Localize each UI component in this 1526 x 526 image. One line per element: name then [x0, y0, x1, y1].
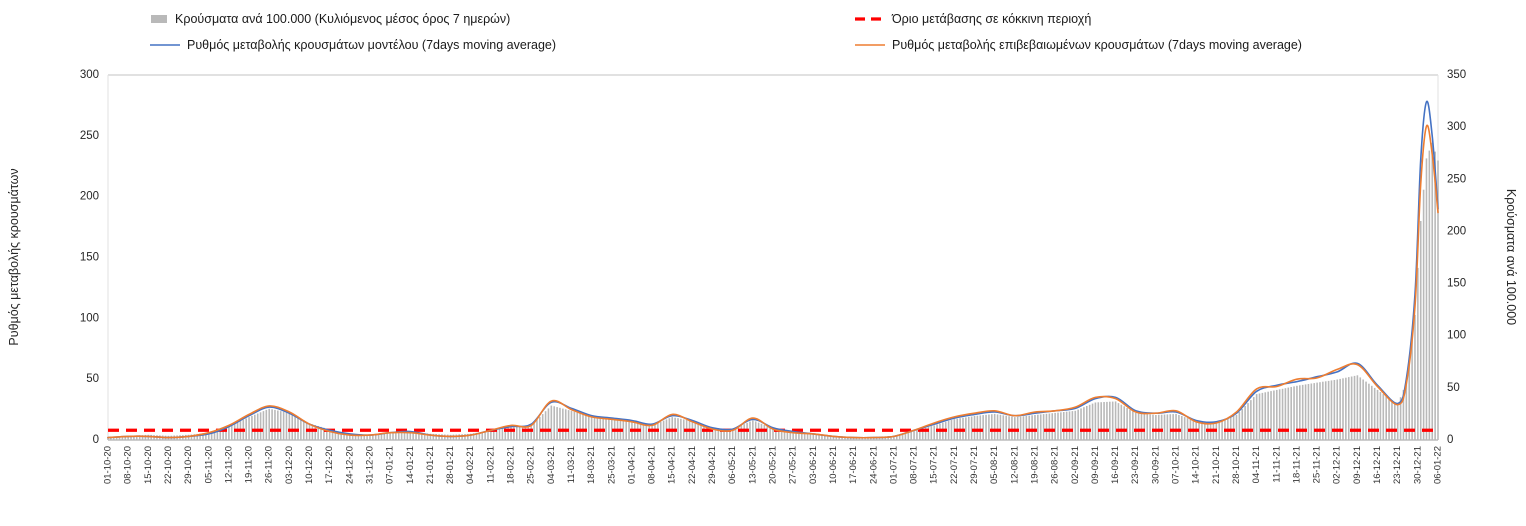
svg-text:26-11-20: 26-11-20 [264, 446, 275, 483]
svg-text:02-12-21: 02-12-21 [1332, 446, 1343, 484]
svg-text:11-03-21: 11-03-21 [566, 446, 577, 483]
legend-item-confirmed-rate: Ρυθμός μεταβολής επιβεβαιωμένων κρουσμάτ… [855, 38, 1302, 52]
svg-text:19-11-20: 19-11-20 [244, 446, 255, 483]
svg-text:22-04-21: 22-04-21 [687, 446, 698, 484]
svg-text:06-05-21: 06-05-21 [727, 446, 738, 484]
svg-text:17-12-20: 17-12-20 [324, 446, 335, 484]
svg-text:15-04-21: 15-04-21 [667, 446, 678, 484]
svg-text:01-10-20: 01-10-20 [103, 446, 114, 484]
svg-text:13-05-21: 13-05-21 [747, 446, 758, 484]
dashed-line-swatch-icon [855, 17, 885, 21]
legend-label-cases-per-100k: Κρούσματα ανά 100.000 (Κυλιόμενος μέσος … [175, 12, 511, 26]
svg-text:01-04-21: 01-04-21 [626, 446, 637, 484]
svg-text:10-12-20: 10-12-20 [304, 446, 315, 484]
svg-text:04-02-21: 04-02-21 [465, 446, 476, 484]
svg-text:28-01-21: 28-01-21 [445, 446, 456, 484]
legend-item-model-rate: Ρυθμός μεταβολής κρουσμάτων μοντέλου (7d… [150, 38, 556, 52]
svg-text:0: 0 [1447, 434, 1453, 446]
svg-text:30-12-21: 30-12-21 [1412, 446, 1423, 484]
svg-text:02-09-21: 02-09-21 [1070, 446, 1081, 484]
svg-text:07-01-21: 07-01-21 [385, 446, 396, 484]
svg-text:15-10-20: 15-10-20 [143, 446, 154, 484]
svg-text:200: 200 [1447, 225, 1466, 237]
svg-text:21-10-21: 21-10-21 [1211, 446, 1222, 484]
svg-text:19-08-21: 19-08-21 [1029, 446, 1040, 484]
svg-text:250: 250 [80, 130, 99, 142]
svg-text:100: 100 [1447, 330, 1466, 342]
svg-text:14-10-21: 14-10-21 [1191, 446, 1202, 484]
bar-swatch-icon [151, 15, 167, 23]
svg-text:26-08-21: 26-08-21 [1050, 446, 1061, 484]
svg-text:06-01-22: 06-01-22 [1433, 446, 1444, 484]
svg-text:04-03-21: 04-03-21 [546, 446, 557, 484]
svg-text:300: 300 [80, 69, 99, 81]
blue-line-swatch-icon [150, 44, 180, 46]
svg-text:05-11-20: 05-11-20 [203, 446, 214, 483]
svg-text:18-11-21: 18-11-21 [1291, 446, 1302, 483]
svg-text:150: 150 [80, 252, 99, 264]
svg-text:30-09-21: 30-09-21 [1150, 446, 1161, 484]
svg-text:03-06-21: 03-06-21 [808, 446, 819, 484]
svg-text:18-03-21: 18-03-21 [586, 446, 597, 484]
svg-text:0: 0 [93, 434, 99, 446]
svg-text:29-04-21: 29-04-21 [707, 446, 718, 484]
svg-text:15-07-21: 15-07-21 [929, 446, 940, 484]
svg-text:50: 50 [1447, 382, 1460, 394]
svg-text:09-12-21: 09-12-21 [1352, 446, 1363, 484]
svg-text:31-12-20: 31-12-20 [364, 446, 375, 484]
svg-text:05-08-21: 05-08-21 [989, 446, 1000, 484]
svg-text:11-11-21: 11-11-21 [1271, 446, 1282, 483]
legend-item-red-threshold: Όριο μετάβασης σε κόκκινη περιοχή [855, 12, 1091, 26]
svg-text:150: 150 [1447, 278, 1466, 290]
svg-text:08-04-21: 08-04-21 [647, 446, 658, 484]
svg-text:20-05-21: 20-05-21 [768, 446, 779, 484]
svg-text:350: 350 [1447, 69, 1466, 81]
svg-text:11-02-21: 11-02-21 [485, 446, 496, 483]
svg-text:28-10-21: 28-10-21 [1231, 446, 1242, 484]
svg-text:23-09-21: 23-09-21 [1130, 446, 1141, 484]
svg-text:12-11-20: 12-11-20 [223, 446, 234, 483]
svg-text:03-12-20: 03-12-20 [284, 446, 295, 484]
svg-text:16-09-21: 16-09-21 [1110, 446, 1121, 484]
svg-text:21-01-21: 21-01-21 [425, 446, 436, 484]
svg-text:22-07-21: 22-07-21 [949, 446, 960, 484]
svg-text:27-05-21: 27-05-21 [788, 446, 799, 484]
legend-label-model-rate: Ρυθμός μεταβολής κρουσμάτων μοντέλου (7d… [187, 38, 557, 52]
svg-text:200: 200 [80, 191, 99, 203]
svg-text:300: 300 [1447, 121, 1466, 133]
legend-label-confirmed-rate: Ρυθμός μεταβολής επιβεβαιωμένων κρουσμάτ… [892, 38, 1302, 52]
svg-text:12-08-21: 12-08-21 [1009, 446, 1020, 484]
svg-text:25-02-21: 25-02-21 [526, 446, 537, 484]
svg-text:24-06-21: 24-06-21 [868, 446, 879, 484]
svg-text:25-11-21: 25-11-21 [1312, 446, 1323, 483]
svg-text:14-01-21: 14-01-21 [405, 446, 416, 484]
svg-text:08-07-21: 08-07-21 [909, 446, 920, 484]
svg-text:25-03-21: 25-03-21 [606, 446, 617, 484]
svg-text:08-10-20: 08-10-20 [123, 446, 134, 484]
svg-text:16-12-21: 16-12-21 [1372, 446, 1383, 484]
svg-text:18-02-21: 18-02-21 [506, 446, 517, 484]
svg-text:17-06-21: 17-06-21 [848, 446, 859, 484]
legend-label-red-threshold: Όριο μετάβασης σε κόκκινη περιοχή [892, 12, 1092, 26]
svg-text:24-12-20: 24-12-20 [344, 446, 355, 484]
svg-text:250: 250 [1447, 173, 1466, 185]
svg-text:04-11-21: 04-11-21 [1251, 446, 1262, 483]
svg-text:29-10-20: 29-10-20 [183, 446, 194, 484]
legend-item-cases-per-100k: Κρούσματα ανά 100.000 (Κυλιόμενος μέσος … [150, 12, 510, 26]
svg-text:09-09-21: 09-09-21 [1090, 446, 1101, 484]
svg-text:23-12-21: 23-12-21 [1392, 446, 1403, 484]
svg-text:10-06-21: 10-06-21 [828, 446, 839, 484]
svg-text:50: 50 [86, 373, 99, 385]
svg-text:01-07-21: 01-07-21 [888, 446, 899, 484]
svg-text:29-07-21: 29-07-21 [969, 446, 980, 484]
svg-text:100: 100 [80, 312, 99, 324]
svg-text:22-10-20: 22-10-20 [163, 446, 174, 484]
orange-line-swatch-icon [855, 44, 885, 46]
svg-text:07-10-21: 07-10-21 [1171, 446, 1182, 484]
